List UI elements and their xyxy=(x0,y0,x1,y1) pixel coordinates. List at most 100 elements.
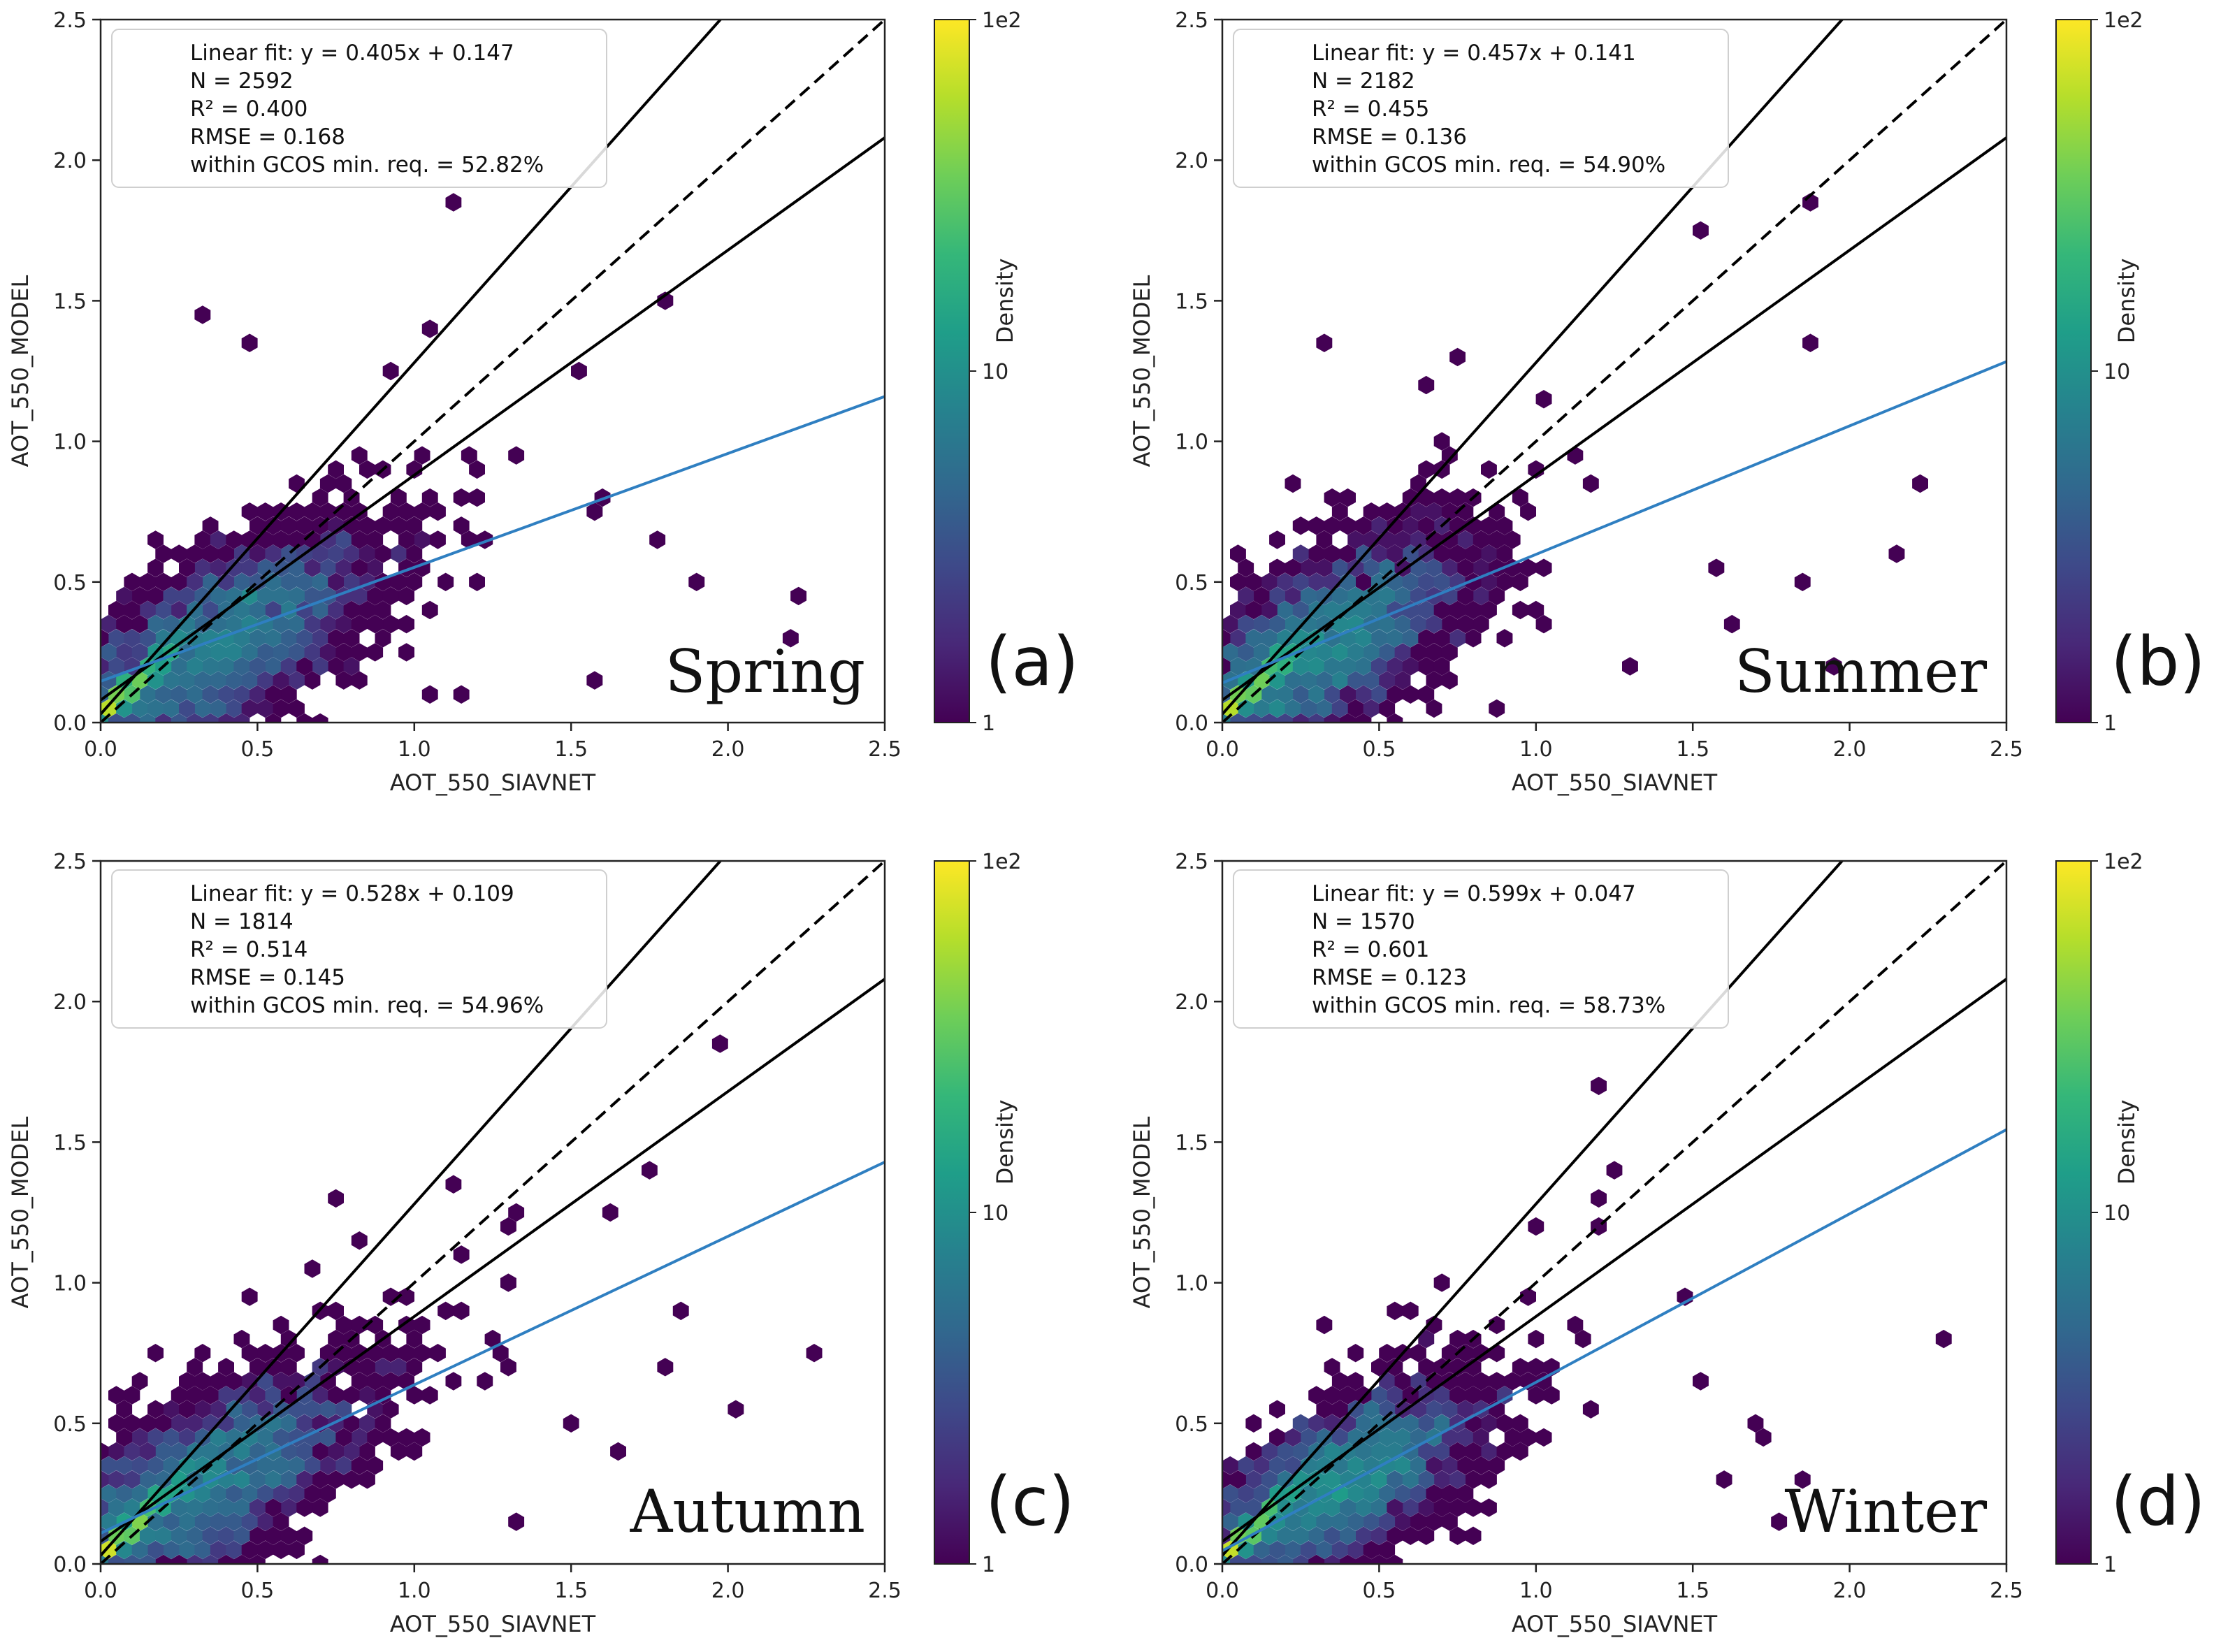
hexbin-cell xyxy=(1449,1526,1466,1545)
hexbin-cell xyxy=(1285,474,1301,493)
hexbin-cell xyxy=(1410,1512,1426,1531)
hexbin-cell xyxy=(351,1456,368,1475)
hexbin-cell xyxy=(1269,614,1285,634)
hexbin-cell xyxy=(1379,1512,1396,1531)
colorbar-label: Density xyxy=(992,1100,1018,1185)
hexbin-cell xyxy=(1371,516,1387,535)
hexbin-cell xyxy=(226,1372,243,1391)
hexbin-cell xyxy=(1340,1526,1356,1545)
hexbin-cell xyxy=(101,699,117,718)
hexbin-cell xyxy=(343,1442,360,1461)
season-label: Spring xyxy=(665,637,865,706)
hexbin-cell xyxy=(101,629,109,648)
hexbin-cell xyxy=(602,1203,618,1222)
hexbin-cell xyxy=(1222,1512,1238,1531)
hexbin-cell xyxy=(1465,600,1482,620)
hexbin-cell xyxy=(124,1498,140,1517)
hexbin-cell xyxy=(210,558,226,577)
hexbin-cell xyxy=(1387,1526,1403,1545)
hexbin-cell xyxy=(139,572,156,591)
hexbin-cell xyxy=(265,657,282,676)
hexbin-cell xyxy=(351,614,368,634)
hexbin-cell xyxy=(1340,1386,1356,1405)
hexbin-cell xyxy=(1441,558,1458,577)
hexbin-cell xyxy=(1230,657,1246,676)
hexbin-cell xyxy=(155,685,172,704)
colorbar-tick-label: 1 xyxy=(2104,711,2117,736)
hexbin-cell xyxy=(445,1372,462,1391)
hexbin-cell xyxy=(179,614,195,634)
hexbin-cell xyxy=(139,1442,156,1461)
hexbin-cell xyxy=(335,614,352,634)
hexbin-cell xyxy=(289,1540,305,1560)
hexbin-cell xyxy=(1794,1470,1811,1489)
hexbin-cell xyxy=(1301,1456,1317,1475)
annotation-rmse: RMSE = 0.145 xyxy=(190,965,345,990)
hexbin-cell xyxy=(304,643,321,662)
hexbin-cell xyxy=(226,671,243,690)
hexbin-cell xyxy=(1371,544,1387,563)
hexbin-cell xyxy=(312,1498,328,1517)
colorbar: 1 10 1e2 Density xyxy=(2055,8,2143,736)
hexbin-cell xyxy=(430,502,446,521)
hexbin-cell xyxy=(382,586,399,606)
hexbin-cell xyxy=(1308,713,1325,723)
hexbin-cell xyxy=(351,558,368,577)
annotation-fit: Linear fit: y = 0.405x + 0.147 xyxy=(190,41,514,66)
hexbin-cell xyxy=(155,1442,172,1461)
hexbin-cell xyxy=(1418,375,1435,395)
axes-frame xyxy=(1221,860,2008,1565)
hexbin-cell xyxy=(1465,629,1482,648)
hexbin-cell xyxy=(1269,1400,1285,1419)
hexbin-cell xyxy=(1371,1554,1387,1564)
hexbin-cell xyxy=(1449,572,1466,591)
hexbin-cell xyxy=(1261,572,1278,591)
hexbin-cell xyxy=(1387,629,1403,648)
hexbin-cell xyxy=(1324,713,1340,723)
hexbin-cell xyxy=(218,713,234,723)
hexbin-cell xyxy=(241,1540,258,1560)
hexbin-cell xyxy=(1489,586,1505,606)
hexbin-cell xyxy=(1355,713,1372,723)
hexbin-cell xyxy=(241,699,258,718)
hexbin-cell xyxy=(711,1034,728,1053)
hexbin-cell xyxy=(1387,657,1403,676)
hexbin-cell xyxy=(1481,572,1497,591)
hexbin-cell xyxy=(1418,1470,1435,1489)
hexbin-cell xyxy=(1347,530,1364,549)
hexbin-cell xyxy=(1245,1498,1262,1517)
annotation-gcos: within GCOS min. req. = 54.96% xyxy=(190,993,544,1018)
hexbin-cell xyxy=(101,643,117,662)
hexbin-cell xyxy=(1520,1287,1536,1306)
hexbin-cell xyxy=(1418,1498,1435,1517)
hexbin-cell xyxy=(1292,1526,1309,1545)
hexbin-cell xyxy=(469,460,485,479)
hexbin-cell xyxy=(194,699,211,718)
x-tick-label: 0.0 xyxy=(1206,737,1239,762)
hexbin-cell xyxy=(171,544,187,563)
hexbin-cell xyxy=(194,1400,211,1419)
hexbin-cell xyxy=(1441,1512,1458,1531)
hexbin-cell xyxy=(1433,1498,1450,1517)
hexbin-cell xyxy=(210,1372,226,1391)
hexbin-cell xyxy=(296,1470,313,1489)
hexbin-cell xyxy=(265,544,282,563)
hexbin-cell xyxy=(1465,1442,1482,1461)
hexbin-cell xyxy=(265,600,282,620)
hexbin-cell xyxy=(179,1540,195,1560)
hexbin-cell xyxy=(1253,586,1270,606)
hexbin-cell xyxy=(139,1470,156,1489)
hexbin-cell xyxy=(1755,1428,1772,1447)
hexbin-cell xyxy=(1481,600,1497,620)
hexbin-cell xyxy=(226,1484,243,1503)
hexbin-cell xyxy=(202,516,219,535)
hexbin-cell xyxy=(806,1344,823,1363)
hexbin-cell xyxy=(241,1512,258,1531)
hexbin-cell xyxy=(147,699,164,718)
hexbin-cell xyxy=(1222,1484,1238,1503)
hexbin-cell xyxy=(1387,685,1403,704)
hexbin-cell xyxy=(289,671,305,690)
hexbin-cell xyxy=(202,685,219,704)
hexbin-cell xyxy=(1355,600,1372,620)
